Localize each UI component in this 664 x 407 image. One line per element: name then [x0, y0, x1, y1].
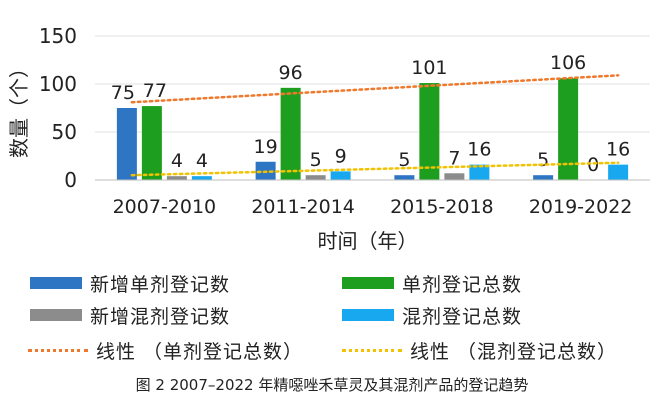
legend-trend-swatch	[28, 348, 88, 352]
bar-value-label: 101	[411, 57, 447, 79]
y-tick-label: 50	[52, 120, 77, 144]
legend-label: 线性 （混剂登记总数）	[410, 340, 618, 363]
bar-value-label: 5	[310, 149, 322, 171]
bar-value-label: 96	[279, 62, 303, 84]
bar	[533, 175, 554, 180]
legend-item-total-mix: 混剂登记总数	[342, 302, 522, 328]
bar	[558, 78, 579, 180]
bar	[608, 164, 629, 180]
x-tick-label: 2011-2014	[251, 196, 355, 218]
legend-item-new-single: 新增单剂登记数	[30, 270, 230, 296]
y-tick-label: 0	[64, 168, 77, 192]
gridlines	[95, 35, 650, 133]
bar	[280, 87, 301, 180]
legend-item-new-mix: 新增混剂登记数	[30, 302, 230, 328]
bar	[469, 164, 490, 180]
bar-value-label: 4	[196, 150, 208, 172]
legend-item-trend-mix: 线性 （混剂登记总数）	[342, 337, 617, 363]
x-axis-ticks: 2007-2010 2011-2014 2015-2018 2019-2022	[113, 196, 633, 218]
bar-value-label: 5	[537, 149, 549, 171]
trend-line	[130, 74, 620, 104]
x-tick-label: 2019-2022	[529, 196, 633, 218]
bar-value-label: 77	[143, 80, 167, 102]
bar-value-label: 7	[448, 147, 460, 169]
legend-item-total-single: 单剂登记总数	[342, 270, 522, 296]
y-axis-ticks: 0 50 100 150	[39, 24, 77, 192]
bar-value-label: 4	[171, 150, 183, 172]
bar	[141, 106, 162, 180]
y-axis-label: 数量（个）	[7, 58, 31, 158]
bar	[419, 83, 440, 180]
bar	[116, 108, 137, 180]
bar-value-label: 16	[467, 139, 491, 161]
trend-line	[130, 161, 620, 177]
bar	[330, 171, 351, 180]
legend-label: 线性 （单剂登记总数）	[96, 340, 304, 363]
bar	[444, 173, 465, 180]
bar	[191, 176, 212, 180]
legend-swatch	[30, 277, 82, 289]
legend-swatch	[342, 277, 394, 289]
legend-label: 单剂登记总数	[402, 273, 523, 296]
bar	[394, 175, 415, 180]
legend-item-trend-single: 线性 （单剂登记总数）	[28, 337, 303, 363]
trend-lines	[130, 74, 620, 177]
bar-value-label: 75	[111, 82, 135, 104]
bar-value-label: 16	[606, 139, 630, 161]
legend: 新增单剂登记数 单剂登记总数 新增混剂登记数 混剂登记总数 线性 （单剂登记总数…	[0, 262, 664, 372]
x-tick-label: 2015-2018	[390, 196, 494, 218]
y-tick-label: 100	[39, 72, 77, 96]
y-tick-label: 150	[39, 24, 77, 48]
bar-value-label: 0	[587, 154, 599, 176]
legend-label: 混剂登记总数	[402, 305, 523, 328]
x-tick-label: 2007-2010	[113, 196, 217, 218]
legend-swatch	[30, 309, 82, 321]
bar-value-label: 19	[254, 136, 278, 158]
bar-value-label: 9	[335, 145, 347, 167]
legend-swatch	[342, 309, 394, 321]
bar	[305, 175, 326, 180]
bar	[166, 176, 187, 180]
legend-trend-swatch	[342, 348, 402, 352]
x-axis-label: 时间（年）	[318, 229, 418, 253]
bar-value-label: 106	[550, 52, 586, 74]
legend-label: 新增单剂登记数	[90, 273, 231, 296]
bars	[116, 78, 629, 180]
bar-value-label: 5	[398, 149, 410, 171]
legend-label: 新增混剂登记数	[90, 305, 231, 328]
figure-caption: 图 2 2007–2022 年精噁唑禾草灵及其混剂产品的登记趋势	[135, 376, 529, 394]
